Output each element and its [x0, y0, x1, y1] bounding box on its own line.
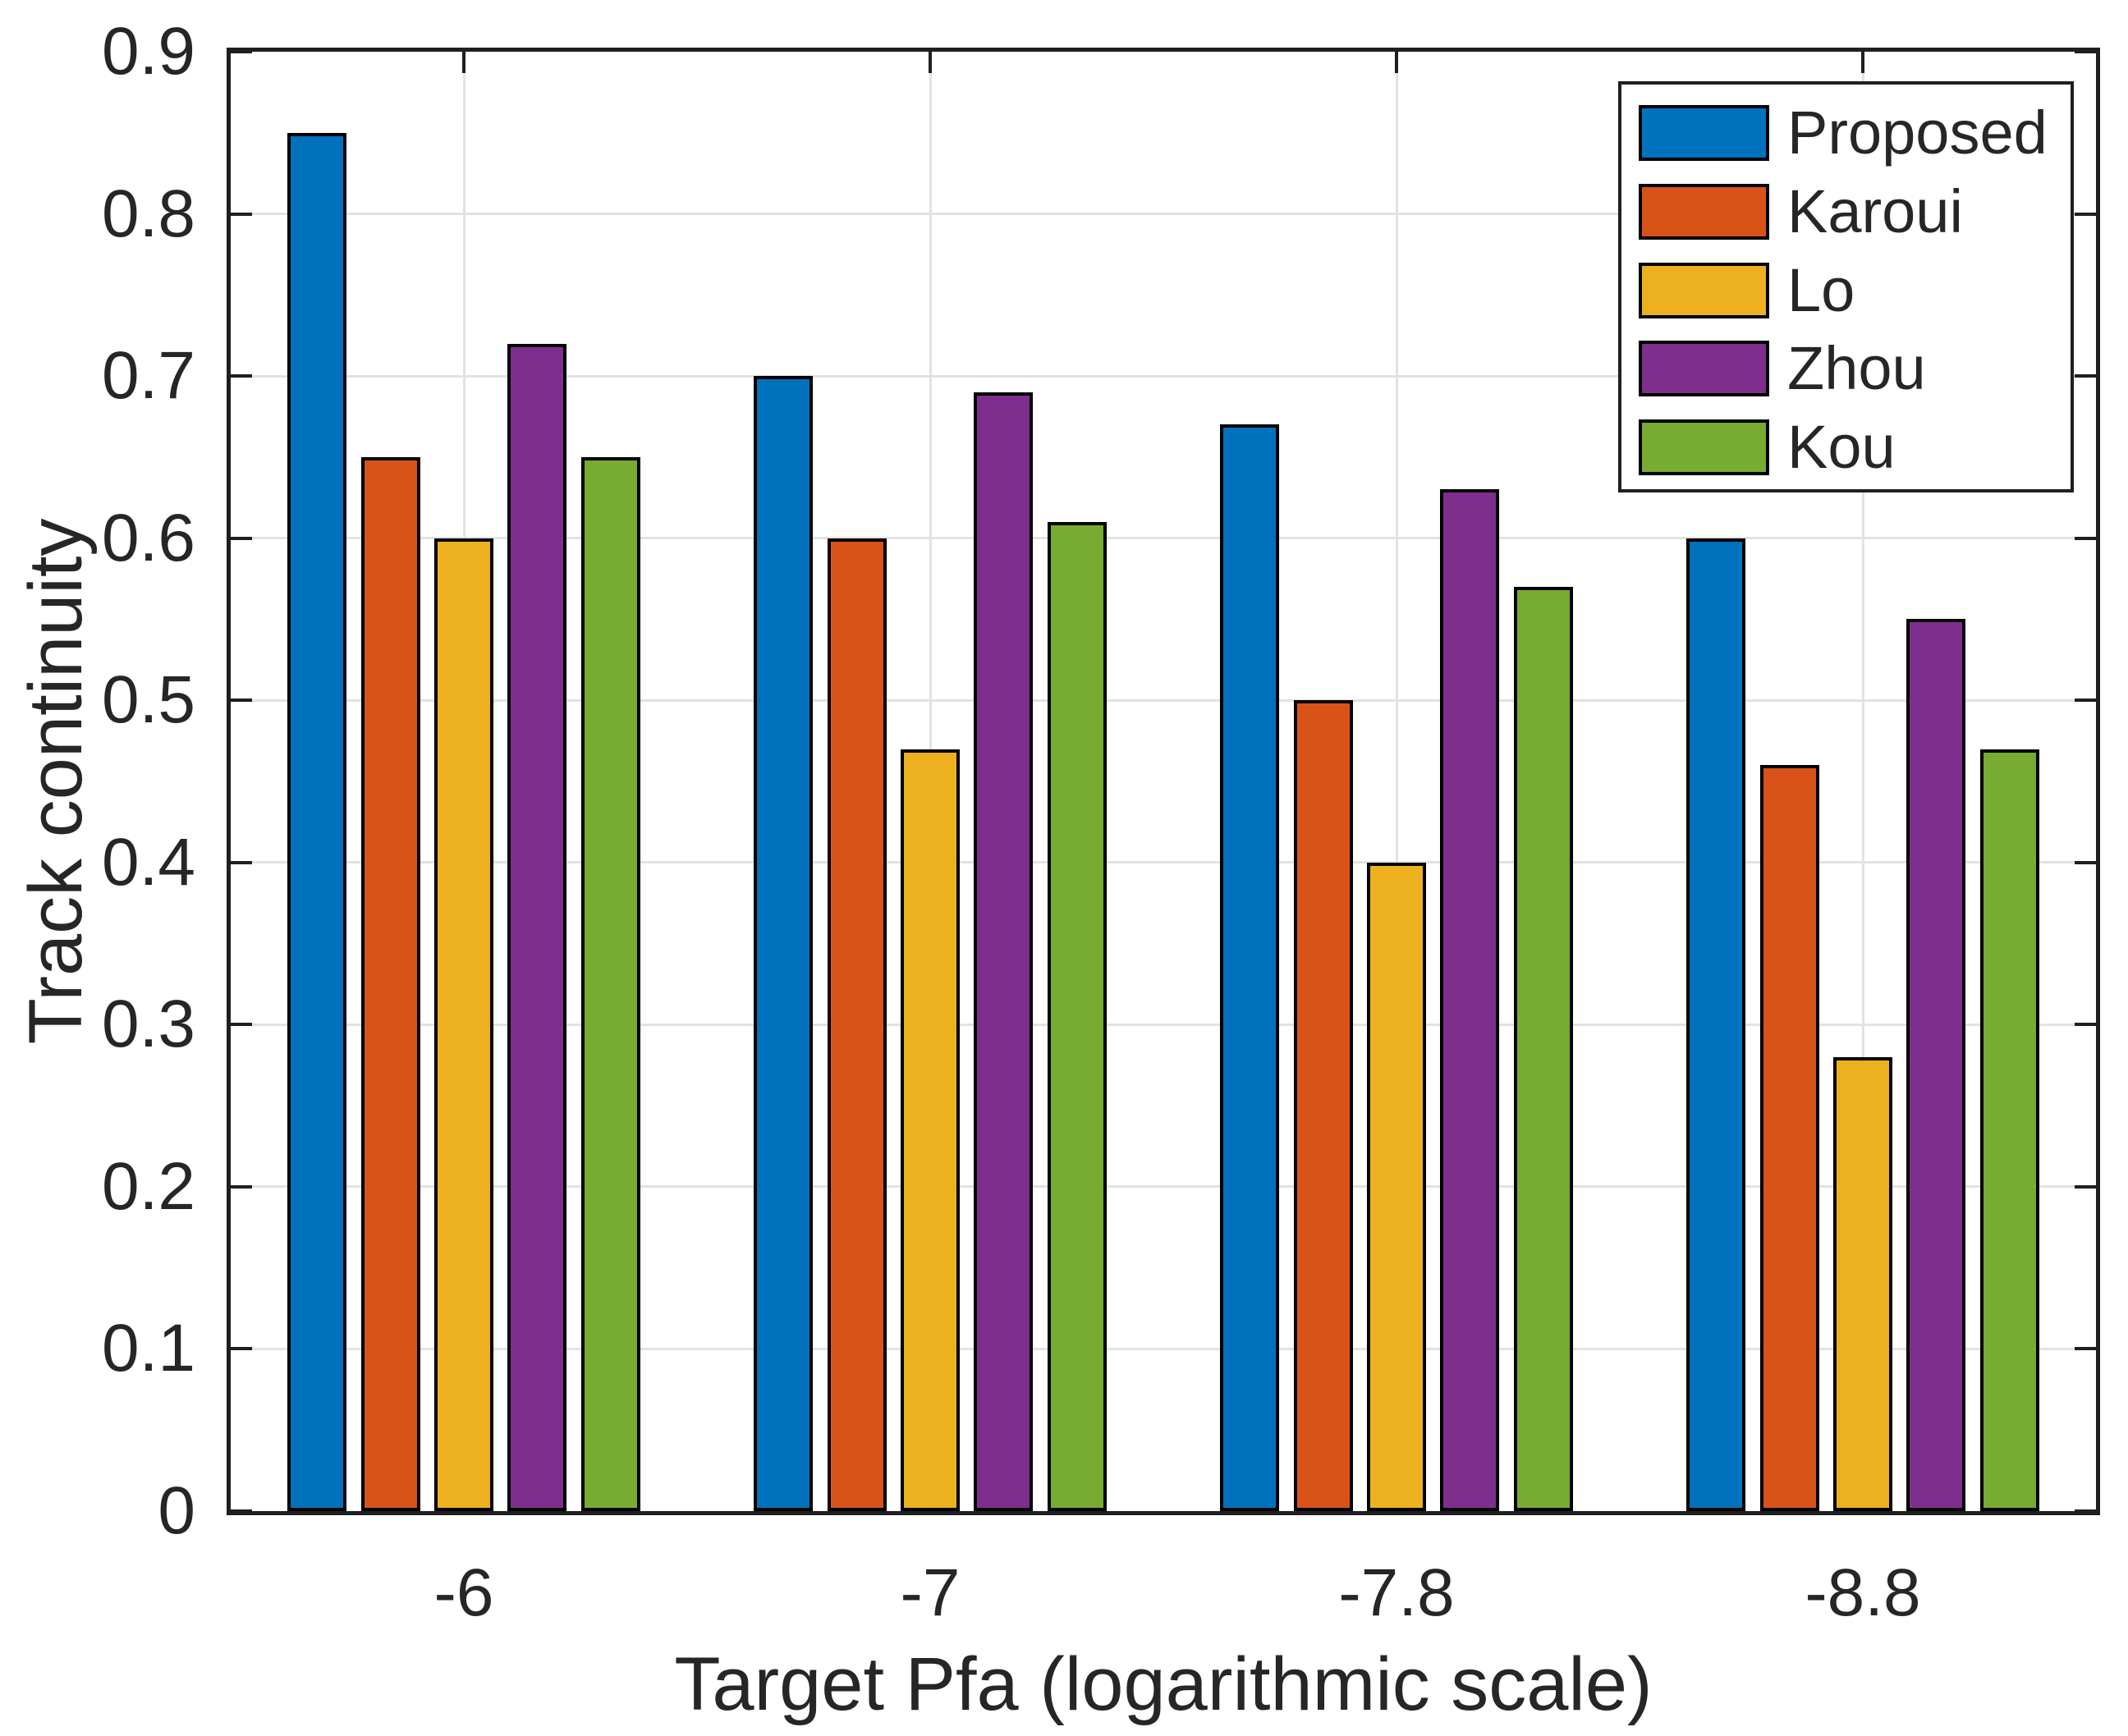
bar-zhou-group4: [1906, 619, 1966, 1511]
x-tick-mark-top: [1861, 52, 1864, 73]
bar-proposed-group2: [754, 376, 814, 1511]
bar-kou-group3: [1513, 586, 1573, 1511]
y-tick-mark-left: [231, 50, 252, 53]
bar-karoui-group3: [1293, 700, 1353, 1511]
y-tick-mark-right: [2075, 1184, 2096, 1189]
gridline-horizontal: [231, 537, 2096, 540]
y-tick-mark-right: [2075, 536, 2096, 540]
y-tick-mark-right: [2075, 1347, 2096, 1351]
y-tick-mark-right: [2075, 374, 2096, 378]
y-tick-label: 0.8: [102, 176, 195, 251]
y-tick-mark-left: [231, 1023, 252, 1027]
x-tick-label: -8.8: [1805, 1555, 1921, 1630]
y-tick-label: 0.2: [102, 1148, 195, 1224]
y-tick-label: 0.3: [102, 987, 195, 1062]
gridline-horizontal: [231, 861, 2096, 864]
gridline-vertical: [1861, 52, 1864, 1511]
x-tick-mark-top: [462, 52, 466, 73]
legend-label-zhou: Zhou: [1787, 334, 1926, 403]
gridline-vertical: [1395, 52, 1398, 1511]
x-tick-label: -7.8: [1338, 1555, 1455, 1630]
y-tick-mark-right: [2075, 699, 2096, 703]
legend-label-lo: Lo: [1787, 255, 1855, 324]
bar-lo-group4: [1833, 1056, 1892, 1511]
y-tick-mark-left: [231, 536, 252, 540]
gridline-horizontal: [231, 1023, 2096, 1026]
bar-kou-group4: [1979, 749, 2039, 1511]
bar-zhou-group1: [507, 343, 567, 1511]
legend-swatch-proposed: [1639, 105, 1769, 161]
y-axis-label: Track continuity: [14, 518, 98, 1045]
bar-lo-group1: [434, 538, 493, 1511]
bar-karoui-group2: [827, 538, 887, 1511]
gridline-horizontal: [231, 699, 2096, 702]
bar-karoui-group4: [1759, 765, 1819, 1511]
y-tick-mark-left: [231, 212, 252, 216]
y-tick-label: 0.6: [102, 500, 195, 575]
x-tick-label: -7: [900, 1555, 961, 1630]
bar-zhou-group3: [1440, 489, 1500, 1511]
y-tick-label: 0: [158, 1473, 195, 1548]
y-tick-mark-left: [231, 1184, 252, 1189]
gridline-horizontal: [231, 213, 2096, 216]
y-tick-label: 0.5: [102, 662, 195, 738]
gridline-horizontal: [231, 1347, 2096, 1350]
legend-swatch-lo: [1639, 262, 1769, 318]
bar-karoui-group1: [360, 456, 420, 1511]
x-tick-mark-top: [1395, 52, 1398, 73]
gridline-horizontal: [231, 1185, 2096, 1189]
y-tick-label: 0.7: [102, 338, 195, 414]
legend-swatch-karoui: [1639, 183, 1769, 240]
x-tick-label: -6: [433, 1555, 494, 1630]
bar-zhou-group2: [974, 392, 1034, 1511]
bar-proposed-group1: [287, 132, 347, 1511]
y-tick-label: 0.1: [102, 1311, 195, 1386]
legend-swatch-kou: [1639, 419, 1769, 476]
bar-proposed-group3: [1220, 424, 1280, 1511]
bar-lo-group3: [1367, 862, 1426, 1511]
y-tick-mark-left: [231, 374, 252, 378]
y-tick-label: 0.9: [102, 14, 195, 89]
y-tick-mark-left: [231, 860, 252, 864]
legend: Proposed Karoui Lo Zhou Kou: [1618, 81, 2074, 492]
y-tick-mark-right: [2075, 1509, 2096, 1513]
y-tick-mark-left: [231, 699, 252, 703]
legend-label-karoui: Karoui: [1787, 176, 1963, 245]
y-tick-mark-left: [231, 1509, 252, 1513]
bar-kou-group2: [1047, 521, 1107, 1511]
y-tick-mark-left: [231, 1347, 252, 1351]
legend-label-proposed: Proposed: [1787, 98, 2048, 167]
y-tick-mark-right: [2075, 212, 2096, 216]
x-tick-mark-top: [929, 52, 932, 73]
bar-proposed-group4: [1686, 538, 1746, 1511]
y-tick-mark-right: [2075, 50, 2096, 53]
bar-kou-group1: [580, 456, 640, 1511]
y-tick-mark-right: [2075, 1023, 2096, 1027]
gridline-horizontal: [231, 374, 2096, 378]
legend-label-kou: Kou: [1787, 413, 1896, 482]
x-axis-label: Target Pfa (logarithmic scale): [674, 1642, 1653, 1726]
y-tick-mark-right: [2075, 860, 2096, 864]
y-tick-label: 0.4: [102, 824, 195, 900]
legend-swatch-zhou: [1639, 341, 1769, 397]
bar-lo-group2: [901, 749, 960, 1511]
